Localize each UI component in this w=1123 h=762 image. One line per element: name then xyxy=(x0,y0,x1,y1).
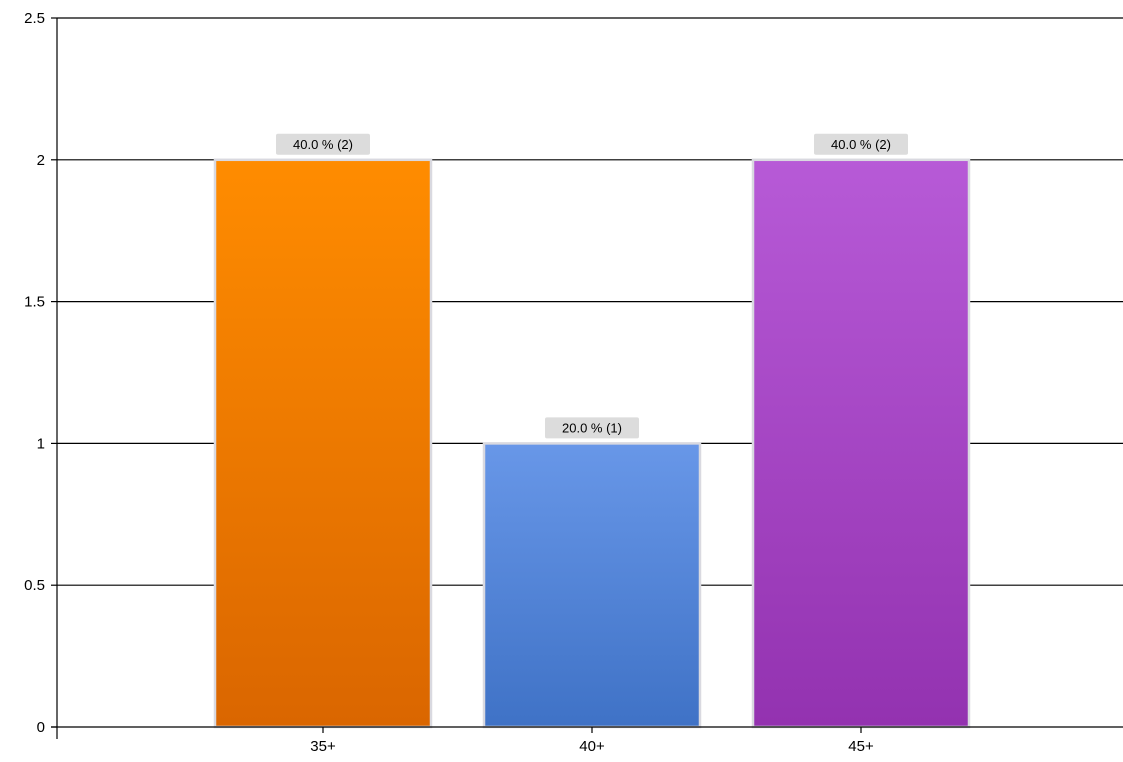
data-label-box xyxy=(276,133,370,155)
data-label: 40.0 % (2) xyxy=(831,137,891,152)
y-tick-label: 0 xyxy=(37,719,45,736)
bar-45+ xyxy=(751,158,971,729)
bar-40+ xyxy=(482,442,702,729)
data-label: 40.0 % (2) xyxy=(293,137,353,152)
data-labels: 40.0 % (2) 20.0 % (1) 40.0 % (2) xyxy=(276,133,908,439)
axes xyxy=(51,17,1123,739)
y-tick-label: 0.5 xyxy=(24,577,45,594)
data-label: 20.0 % (1) xyxy=(562,420,622,435)
x-tick-label: 40+ xyxy=(579,738,605,755)
y-tick-label: 2 xyxy=(37,152,45,169)
bars xyxy=(213,158,971,729)
data-label-box xyxy=(545,417,639,439)
y-tick-label: 1.5 xyxy=(24,294,45,311)
x-tick-label: 35+ xyxy=(310,738,336,755)
tick-labels: 0 0.5 1 1.5 2 2.5 35+ 40+ 45+ xyxy=(24,10,874,755)
y-tick-label: 2.5 xyxy=(24,10,45,27)
data-label-box xyxy=(814,133,908,155)
y-tick-label: 1 xyxy=(37,435,45,452)
bar-35+ xyxy=(213,158,433,729)
x-tick-label: 45+ xyxy=(848,738,874,755)
